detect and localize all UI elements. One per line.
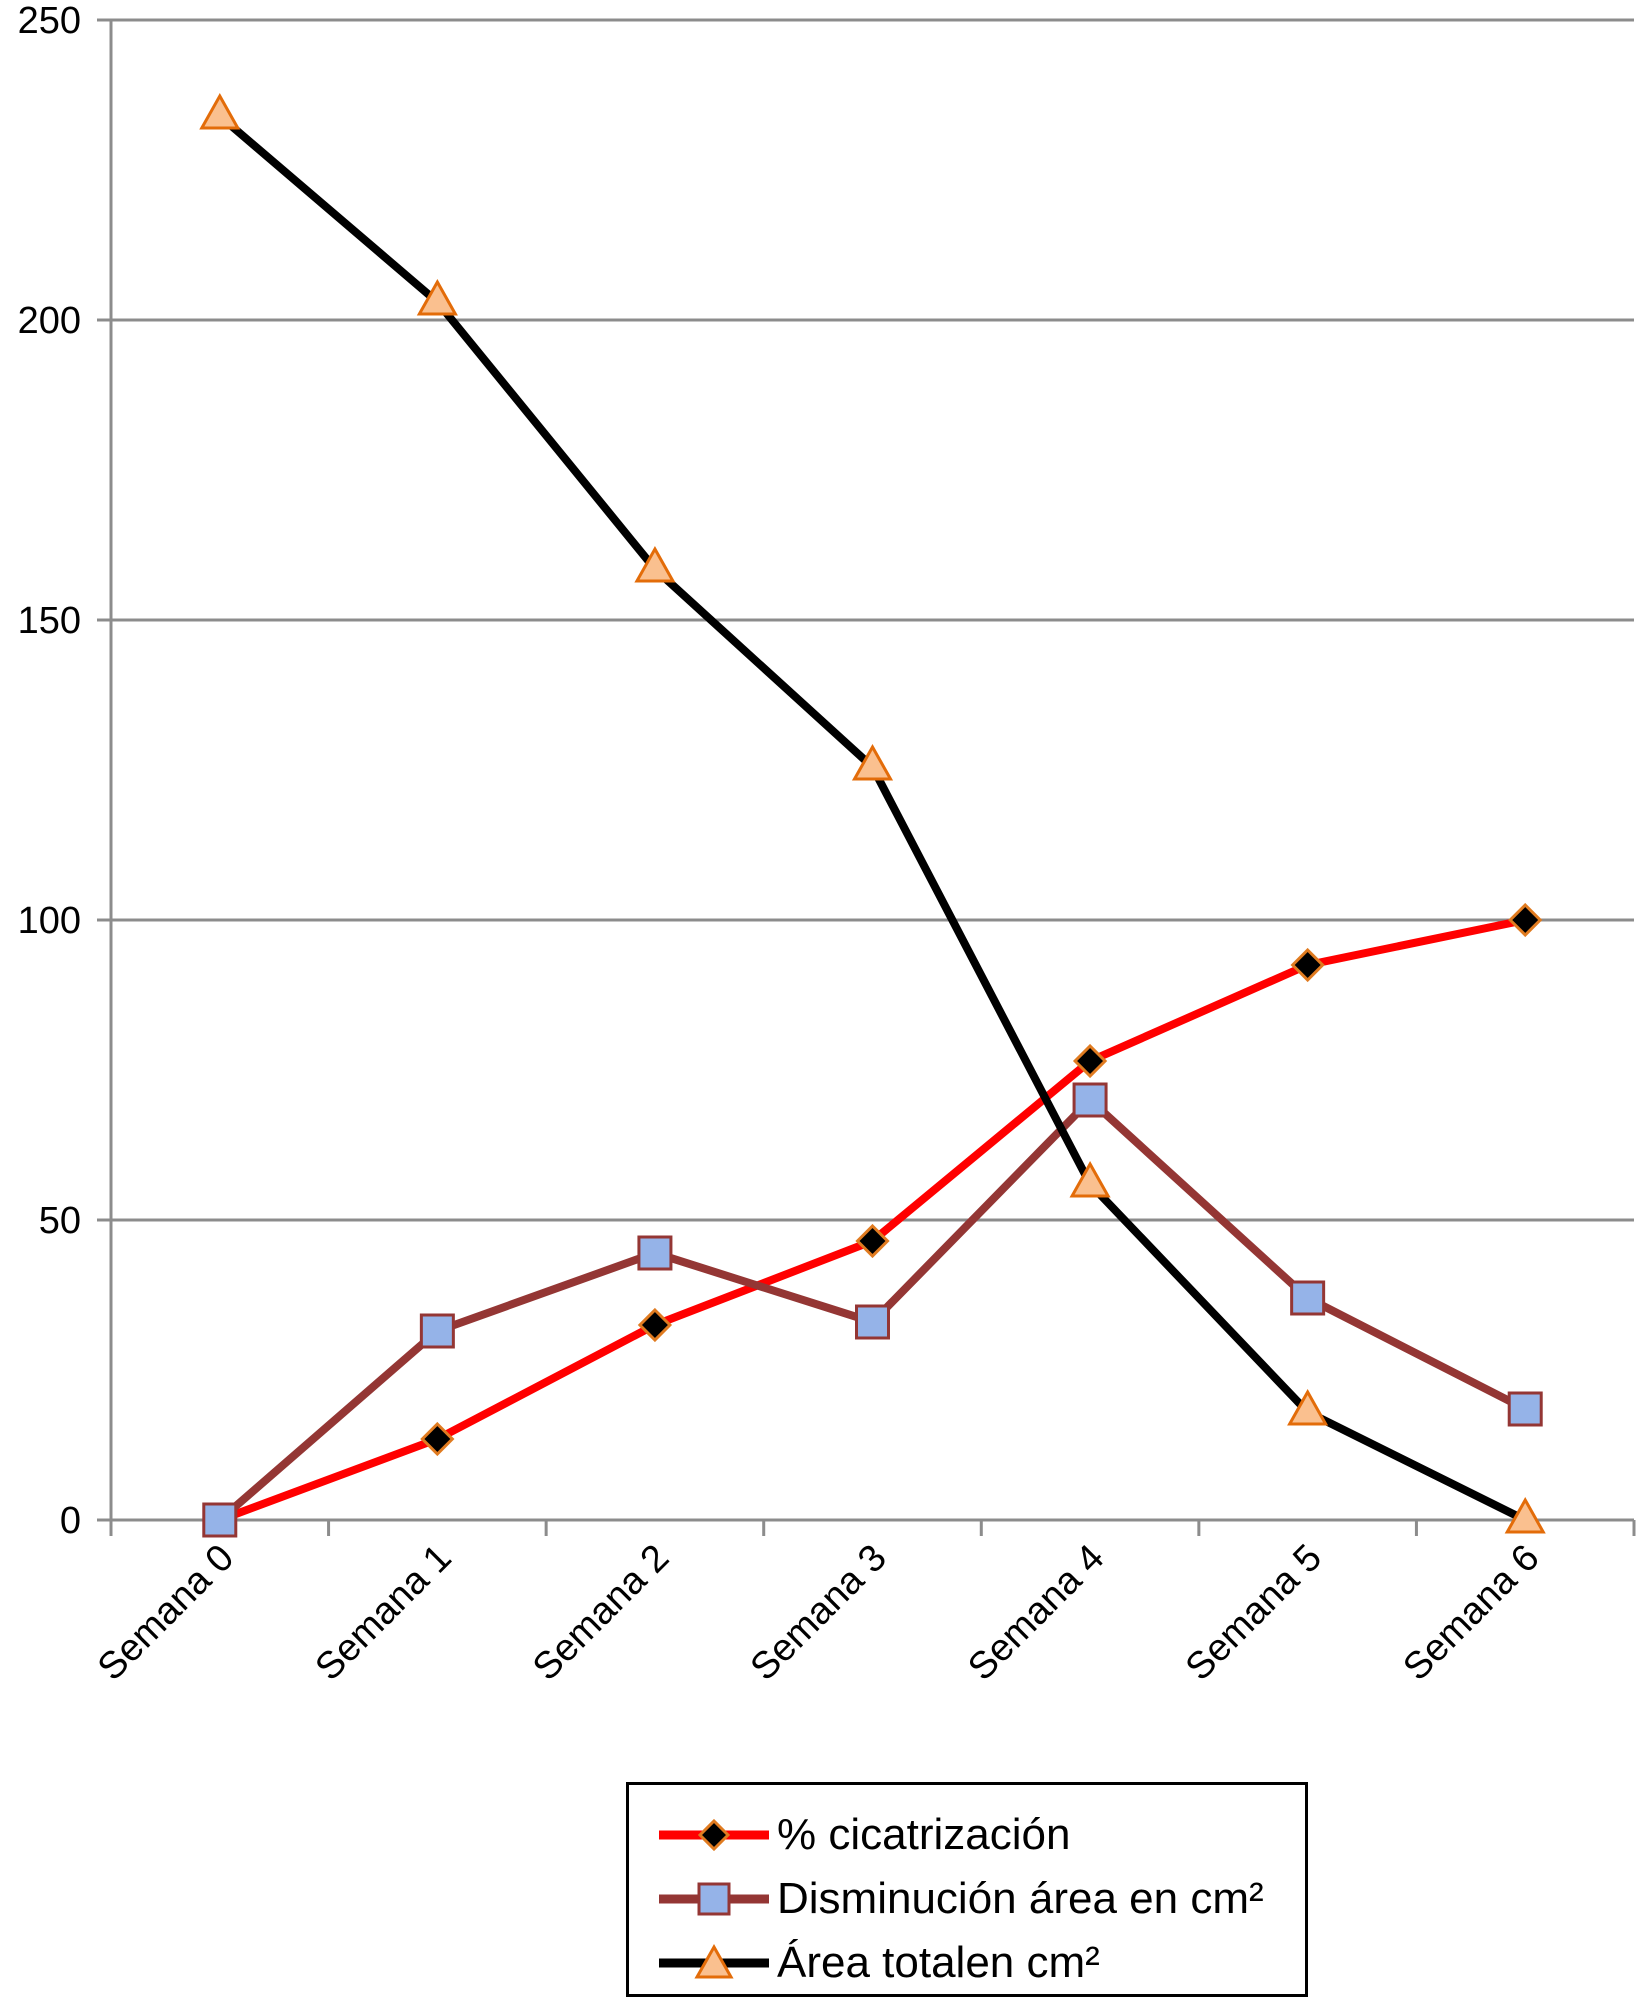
data-point-diamond [1290, 947, 1325, 983]
legend-label: % cicatrización [777, 1810, 1071, 1859]
data-point-triangle [634, 545, 676, 583]
y-tick-label: 100 [18, 900, 81, 942]
data-point-triangle [416, 278, 458, 316]
data-point-diamond [420, 1421, 455, 1457]
legend-item-area-total: Área totalen cm² [659, 1933, 1100, 1993]
legend-swatch-square-icon [659, 1882, 769, 1916]
data-point-diamond [1508, 902, 1543, 938]
x-tick-label: Semana 4 [960, 1537, 1112, 1689]
data-point-square [1072, 1082, 1108, 1118]
gridlines [111, 18, 1634, 1222]
data-point-triangle [1504, 1496, 1546, 1534]
x-tick-label: Semana 6 [1395, 1537, 1547, 1689]
tick-labels: 0 50 100 150 200 250 Semana 0 Semana 1 Semana 2 S… [18, 0, 1548, 1689]
legend: % cicatrización Disminución área en cm² … [626, 1782, 1308, 1997]
x-tick-label: Semana 1 [308, 1537, 460, 1689]
series-markers [199, 92, 1546, 1538]
data-point-square [1507, 1391, 1543, 1427]
x-tick-label: Semana 5 [1178, 1537, 1330, 1689]
data-point-triangle [851, 743, 894, 781]
x-tick-label: Semana 2 [525, 1537, 677, 1689]
data-point-square [855, 1304, 890, 1340]
data-point-diamond [855, 1223, 890, 1259]
data-point-triangle [1287, 1388, 1329, 1426]
legend-label: Disminución área en cm² [777, 1874, 1264, 1923]
legend-item-cicatrizacion: % cicatrización [659, 1805, 1070, 1865]
data-point-square [637, 1235, 673, 1271]
x-tick-label: Semana 3 [743, 1537, 895, 1689]
y-tick-label: 0 [60, 1500, 81, 1542]
legend-label: Área totalen cm² [777, 1938, 1100, 1987]
data-point-square [1290, 1280, 1326, 1316]
y-tick-label: 200 [18, 300, 81, 342]
data-point-diamond [637, 1307, 673, 1343]
legend-item-disminucion: Disminución área en cm² [659, 1869, 1264, 1929]
axes [97, 18, 1636, 1536]
data-point-triangle [1069, 1160, 1111, 1198]
y-tick-label: 50 [39, 1200, 81, 1242]
y-tick-label: 250 [18, 0, 81, 42]
data-point-square [202, 1502, 238, 1538]
data-point-diamond [1072, 1043, 1108, 1079]
y-tick-label: 150 [18, 600, 81, 642]
x-tick-label: Semana 0 [90, 1537, 242, 1689]
legend-swatch-diamond-icon [659, 1818, 769, 1852]
legend-swatch-triangle-icon [659, 1943, 769, 1979]
data-point-square [419, 1313, 455, 1349]
data-point-triangle [199, 92, 241, 130]
